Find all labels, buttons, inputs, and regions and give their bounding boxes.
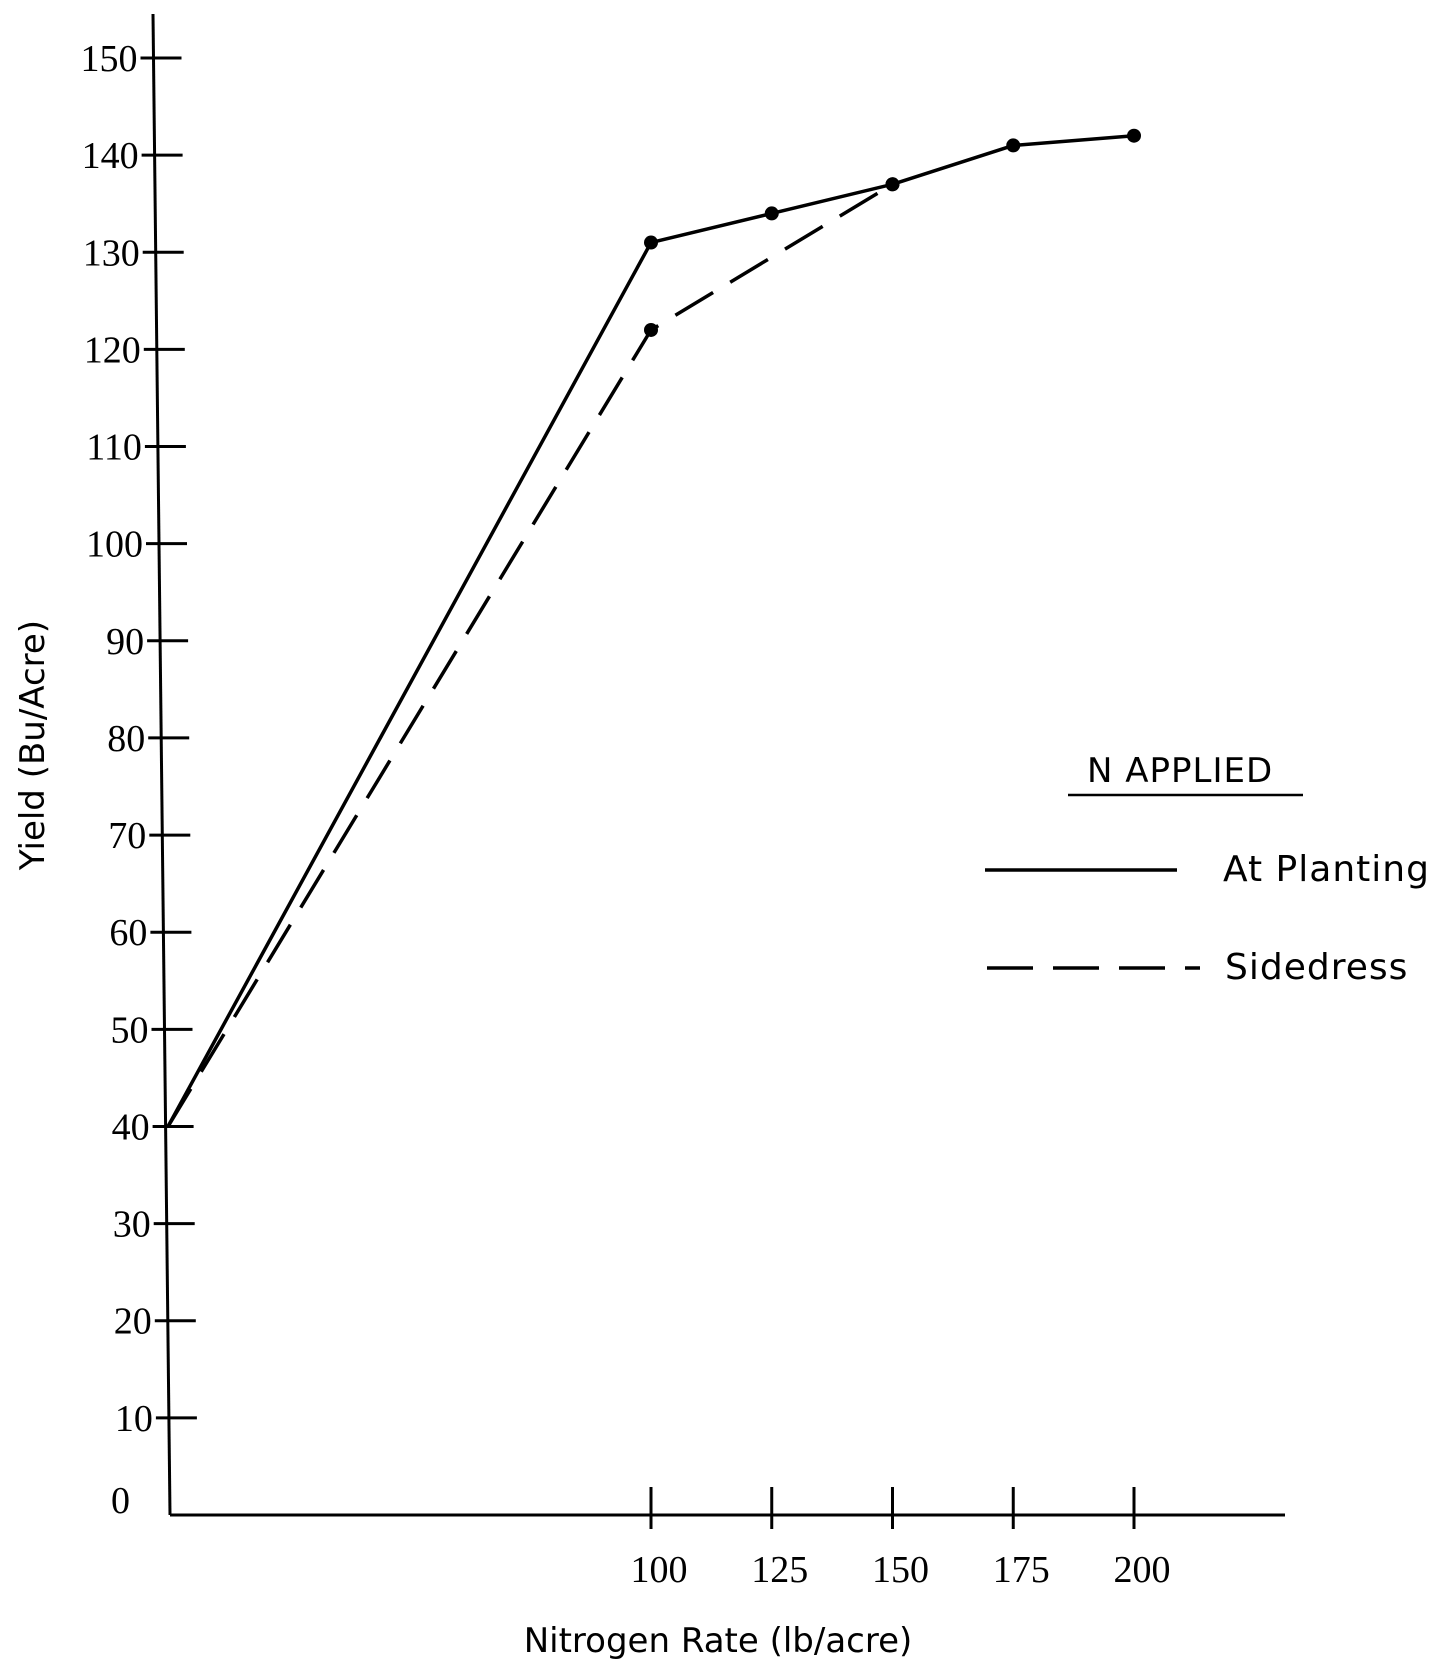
data-point-sidedress-150 [885, 177, 900, 192]
data-point-at-planting-175 [1006, 138, 1021, 153]
data-point-sidedress-100 [644, 322, 658, 337]
y-axis-line [151, 13, 172, 1516]
y-tick-label-100: 100 [86, 524, 143, 566]
data-point-at-planting-125 [764, 206, 779, 221]
legend-title: N APPLIED [1087, 751, 1273, 791]
y-tick-label-20: 20 [114, 1301, 152, 1343]
y-tick-label-70: 70 [108, 815, 146, 857]
x-tick-label-175: 175 [993, 1549, 1050, 1591]
series-group [166, 128, 1141, 1128]
y-tick-label-120: 120 [84, 329, 141, 371]
x-ticks: 100 125 150 175 200 [631, 1487, 1171, 1591]
y-tick-label-50: 50 [110, 1009, 148, 1051]
y-tick-label-10: 10 [115, 1398, 153, 1440]
series-line-at-planting [166, 133, 1135, 1128]
y-ticks: 0 10 20 30 40 50 60 70 80 90 100 110 120 130 140 150 [80, 38, 197, 1522]
x-tick-label-125: 125 [751, 1549, 808, 1591]
y-tick-label-0: 0 [111, 1480, 130, 1522]
legend-label-at-planting: At Planting [1223, 849, 1430, 890]
y-tick-label-30: 30 [113, 1204, 151, 1246]
y-tick-label-60: 60 [109, 912, 147, 954]
x-tick-label-150: 150 [872, 1549, 929, 1591]
x-tick-label-100: 100 [631, 1549, 688, 1591]
y-axis-title: Yield (Bu/Acre) [13, 620, 53, 871]
y-tick-label-80: 80 [107, 718, 145, 760]
data-point-at-planting-100 [644, 235, 658, 250]
y-tick-label-150: 150 [80, 38, 137, 80]
y-tick-label-90: 90 [106, 621, 144, 663]
y-tick-label-40: 40 [112, 1106, 150, 1148]
x-tick-label-200: 200 [1114, 1549, 1171, 1591]
series-line-sidedress [166, 182, 894, 1128]
legend-label-sidedress: Sidedress [1225, 947, 1408, 988]
y-tick-label-140: 140 [82, 135, 139, 177]
legend: N APPLIED At Planting Sidedress [985, 751, 1430, 988]
y-tick-label-130: 130 [83, 232, 140, 274]
axes [151, 13, 1285, 1517]
data-point-at-planting-200 [1127, 128, 1141, 143]
y-tick-label-110: 110 [86, 427, 142, 469]
x-axis-title: Nitrogen Rate (lb/acre) [524, 1621, 913, 1661]
